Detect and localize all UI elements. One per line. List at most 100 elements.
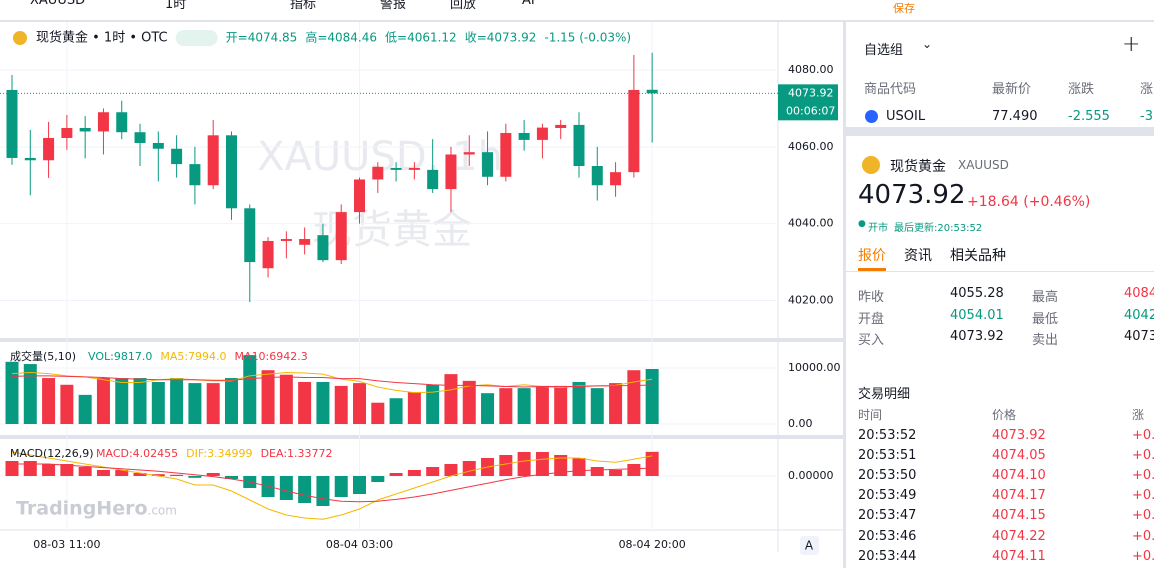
trade-cell: 20:53:52 [858, 428, 917, 443]
candle-body [280, 239, 292, 241]
indicators-button[interactable]: 指标 [290, 0, 317, 12]
pane-legend: DIF:3.34999 [186, 447, 252, 460]
trade-cell: +0.4 [1132, 488, 1154, 504]
trade-cell: 4074.05 [992, 448, 1046, 464]
tab-underline [858, 268, 886, 271]
quote-name: 现货黄金 [890, 159, 946, 175]
trade-cell: 4074.11 [992, 548, 1046, 564]
volume-bar [444, 374, 458, 424]
volume-bar [224, 378, 238, 424]
macd-bar [206, 473, 220, 476]
separator [846, 271, 1154, 272]
volume-bar [243, 355, 257, 424]
replay-button[interactable]: 回放 [450, 0, 477, 12]
column-header: 商品代码 [864, 82, 917, 97]
dropdown-icon[interactable]: ⌄ [922, 37, 933, 51]
y-tick-label: 10000.00 [788, 361, 841, 374]
legend-text: 开=4074.85 [226, 31, 298, 45]
logo-suffix: .com [148, 504, 177, 518]
stat-label: 买入 [858, 333, 885, 348]
candle-body [408, 167, 420, 170]
candle-body [591, 166, 603, 186]
macd-bar [188, 476, 202, 478]
legend-text: 高=4084.46 [305, 30, 377, 45]
volume-bar [517, 388, 531, 424]
x-tick-label: 08-04 03:00 [326, 538, 393, 551]
legend-text: -1.15 (-0.03%) [544, 31, 631, 45]
candle-body [225, 135, 237, 209]
y-tick-label: 4060.00 [788, 140, 834, 153]
quote-change: +18.64 (+0.46%) [967, 194, 1091, 210]
trade-cell: +0.4 [1132, 548, 1154, 564]
symbol-icon [13, 31, 27, 45]
volume-bar [298, 381, 312, 424]
stat-label: 昨收 [858, 290, 885, 305]
macd-bar [554, 455, 568, 476]
symbol-button[interactable]: XAUUSD [30, 0, 86, 8]
macd-bar [224, 476, 238, 479]
macd-bar [170, 474, 184, 476]
macd-bar [627, 464, 641, 476]
macd-bar [334, 476, 348, 497]
candle-body [372, 166, 384, 180]
interval-button[interactable]: 1时 [165, 0, 187, 12]
volume-bar [462, 380, 476, 424]
candle-body [24, 157, 36, 161]
candle-body [354, 179, 366, 213]
volume-bar [499, 388, 513, 424]
add-button[interactable]: + [1122, 32, 1141, 57]
watchlist-cell: -2.555 [1068, 109, 1110, 124]
y-tick-label: 0.00 [788, 417, 813, 430]
stat-label: 开盘 [858, 311, 885, 327]
watchlist-title[interactable]: 自选组 [864, 43, 904, 58]
trades-title: 交易明细 [858, 387, 911, 402]
volume-bar [371, 402, 385, 424]
macd-bar [23, 461, 37, 476]
save-button[interactable]: 保存 [893, 2, 915, 15]
quote-price: 4073.92 [858, 180, 966, 210]
candle-body [646, 89, 658, 94]
macd-bar [151, 474, 165, 476]
macd-bar [78, 467, 92, 476]
candle-body [555, 124, 567, 128]
logo: TradingHero [16, 498, 148, 520]
volume-bar [353, 383, 367, 424]
chart: 08-03 11:00 08-04 03:00 08-04 20:00XAUUSD,… [0, 22, 843, 568]
y-tick-label: 4020.00 [788, 294, 834, 307]
pane-title: MACD(12,26,9) [10, 447, 94, 460]
alert-button[interactable]: 警报 [380, 0, 407, 12]
column-header: 涨跌 [1068, 82, 1095, 97]
volume-bar [42, 378, 56, 424]
candle-body [116, 112, 128, 133]
last-price-box [778, 84, 838, 121]
volume-bar [78, 394, 92, 424]
symbol-icon [862, 156, 880, 174]
symbol-icon [865, 110, 878, 123]
macd-line [12, 463, 653, 503]
candle-body [6, 89, 18, 158]
volume-bar [590, 388, 604, 424]
macd-bar [462, 461, 476, 476]
tab[interactable]: 报价 [858, 248, 886, 264]
tab[interactable]: 相关品种 [950, 248, 1006, 264]
macd-bar [115, 470, 129, 476]
x-tick-label: 08-03 11:00 [33, 538, 100, 551]
macd-bar [298, 476, 312, 503]
candle-body [445, 154, 457, 190]
volume-bar [389, 398, 403, 424]
pane-legend: DEA:1.33772 [261, 447, 333, 460]
volume-bar [426, 384, 440, 424]
last-update: 最后更新:20:53:52 [894, 223, 983, 234]
watchlist-cell: 77.490 [992, 109, 1038, 124]
pane-legend: VOL:9817.0 [88, 350, 152, 363]
volume-bar [645, 368, 659, 424]
tab[interactable]: 资讯 [904, 248, 932, 264]
trade-cell: 4074.10 [992, 468, 1046, 484]
last-price-label: 4073.92 [788, 86, 834, 99]
scale-button-label[interactable]: A [805, 539, 814, 553]
volume-bar [554, 385, 568, 424]
ai-button[interactable]: AI [522, 0, 535, 8]
stat-label: 最高 [1032, 290, 1059, 305]
